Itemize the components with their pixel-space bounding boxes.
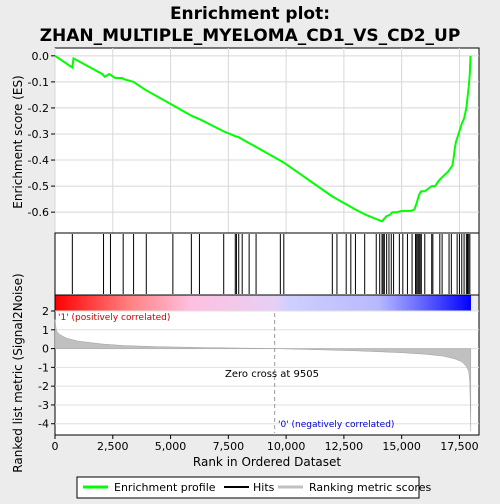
enrichment-profile-line — [54, 54, 472, 223]
x-tick-label: 7,500 — [213, 440, 245, 453]
positive-correlation-label: '1' (positively correlated) — [58, 313, 170, 323]
metric-ytick-label: -4 — [38, 418, 49, 431]
es-ytick-label: -0.4 — [28, 154, 49, 167]
metric-ytick-label: -3 — [38, 399, 49, 412]
metric-ytick-label: 1 — [42, 324, 49, 337]
legend-enrichment-label: Enrichment profile — [114, 481, 216, 494]
x-tick-label: 15,000 — [382, 440, 421, 453]
metric-ylabel: Ranked list metric (Signal2Noise) — [11, 273, 25, 472]
chart-title-line2: ZHAN_MULTIPLE_MYELOMA_CD1_VS_CD2_UP — [40, 26, 461, 46]
metric-ytick-label: -2 — [38, 380, 49, 393]
es-ytick-label: -0.6 — [28, 206, 49, 219]
legend-metric-label: Ranking metric scores — [309, 481, 431, 494]
x-tick-label: 2,500 — [97, 440, 129, 453]
chart-title-line1: Enrichment plot: — [170, 4, 330, 24]
hits-panel — [54, 232, 480, 296]
es-ytick-label: -0.5 — [28, 180, 49, 193]
metric-ytick-label: 2 — [42, 305, 49, 318]
x-tick-label: 0 — [52, 440, 59, 453]
metric-ytick-label: 0 — [42, 343, 49, 356]
es-ytick-label: -0.1 — [28, 76, 49, 89]
ranked-list-heat-strip — [55, 295, 471, 311]
x-tick-label: 5,000 — [155, 440, 187, 453]
metric-ytick-label: -1 — [38, 361, 49, 374]
metric-panel — [54, 310, 480, 436]
x-axis-label: Rank in Ordered Dataset — [193, 455, 341, 469]
zero-cross-label: Zero cross at 9505 — [225, 369, 319, 380]
es-ytick-label: -0.3 — [28, 128, 49, 141]
x-tick-label: 10,000 — [267, 440, 306, 453]
legend: Enrichment profile Hits Ranking metric s… — [76, 476, 431, 499]
x-tick-label: 17,500 — [440, 440, 479, 453]
ranking-metric-area — [54, 319, 472, 432]
es-ytick-label: 0.0 — [32, 50, 50, 63]
x-tick-label: 12,500 — [325, 440, 364, 453]
es-ytick-label: -0.2 — [28, 102, 49, 115]
negative-correlation-label: '0' (negatively correlated) — [278, 420, 394, 430]
legend-hits-label: Hits — [253, 481, 275, 494]
es-ylabel: Enrichment score (ES) — [11, 75, 25, 208]
